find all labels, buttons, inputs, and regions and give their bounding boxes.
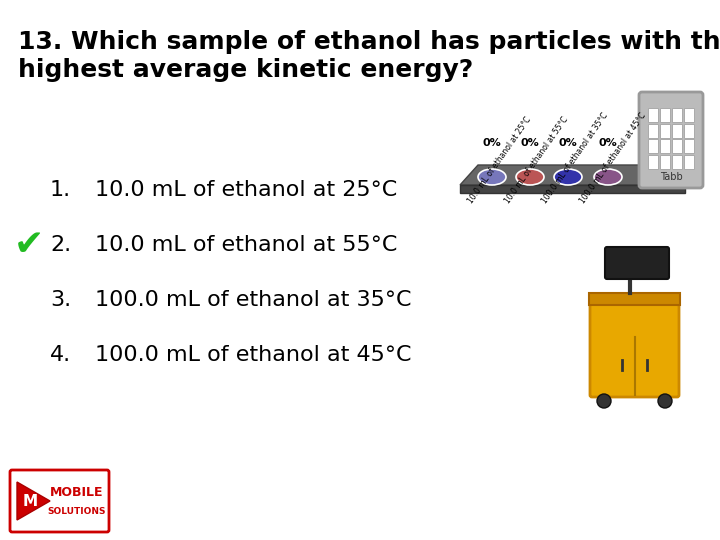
Bar (683, 108, 694, 122)
Text: 10.0 mL of ethanol at 25°C: 10.0 mL of ethanol at 25°C (466, 115, 533, 205)
Text: highest average kinetic energy?: highest average kinetic energy? (18, 58, 473, 82)
Text: 10.0 mL of ethanol at 55°C: 10.0 mL of ethanol at 55°C (95, 235, 397, 255)
Ellipse shape (594, 169, 622, 185)
Ellipse shape (554, 169, 582, 185)
Text: 13. Which sample of ethanol has particles with the: 13. Which sample of ethanol has particle… (18, 30, 720, 54)
Text: ✔: ✔ (14, 228, 44, 262)
Text: 10.0 mL of ethanol at 55°C: 10.0 mL of ethanol at 55°C (503, 115, 570, 205)
Text: 0%: 0% (598, 138, 617, 148)
Bar (683, 139, 694, 153)
Text: 0%: 0% (521, 138, 539, 148)
Bar (647, 139, 658, 153)
FancyBboxPatch shape (10, 470, 109, 532)
Polygon shape (17, 482, 50, 520)
Text: 3.: 3. (50, 290, 71, 310)
Text: 0%: 0% (559, 138, 577, 148)
Text: SOLUTIONS: SOLUTIONS (48, 507, 107, 516)
Bar (672, 124, 682, 138)
Bar (683, 124, 694, 138)
Text: 4.: 4. (50, 345, 71, 365)
Text: Tabb: Tabb (660, 172, 683, 182)
Text: 100.0 mL of ethanol at 45°C: 100.0 mL of ethanol at 45°C (578, 111, 647, 205)
Polygon shape (460, 185, 685, 193)
Bar (672, 139, 682, 153)
Text: 10.0 mL of ethanol at 25°C: 10.0 mL of ethanol at 25°C (95, 180, 397, 200)
Ellipse shape (478, 169, 506, 185)
Bar (672, 108, 682, 122)
FancyBboxPatch shape (639, 92, 703, 188)
FancyBboxPatch shape (605, 247, 669, 279)
Bar (647, 108, 658, 122)
Bar (647, 154, 658, 168)
Ellipse shape (516, 169, 544, 185)
Text: 2.: 2. (50, 235, 71, 255)
Bar (660, 124, 670, 138)
FancyBboxPatch shape (590, 303, 679, 397)
Text: 0%: 0% (482, 138, 501, 148)
Bar (672, 154, 682, 168)
Bar (589, 293, 680, 305)
Bar (660, 139, 670, 153)
Polygon shape (460, 165, 685, 185)
Bar (660, 154, 670, 168)
Bar (683, 154, 694, 168)
Text: 100.0 mL of ethanol at 35°C: 100.0 mL of ethanol at 35°C (95, 290, 412, 310)
Bar (647, 124, 658, 138)
Circle shape (658, 394, 672, 408)
Circle shape (597, 394, 611, 408)
Text: 100.0 mL of ethanol at 45°C: 100.0 mL of ethanol at 45°C (95, 345, 412, 365)
Text: M: M (22, 494, 37, 509)
Text: 1.: 1. (50, 180, 71, 200)
Text: 100.0 mL of ethanol at 35°C: 100.0 mL of ethanol at 35°C (540, 111, 610, 205)
Bar (660, 108, 670, 122)
Text: MOBILE: MOBILE (50, 486, 104, 499)
